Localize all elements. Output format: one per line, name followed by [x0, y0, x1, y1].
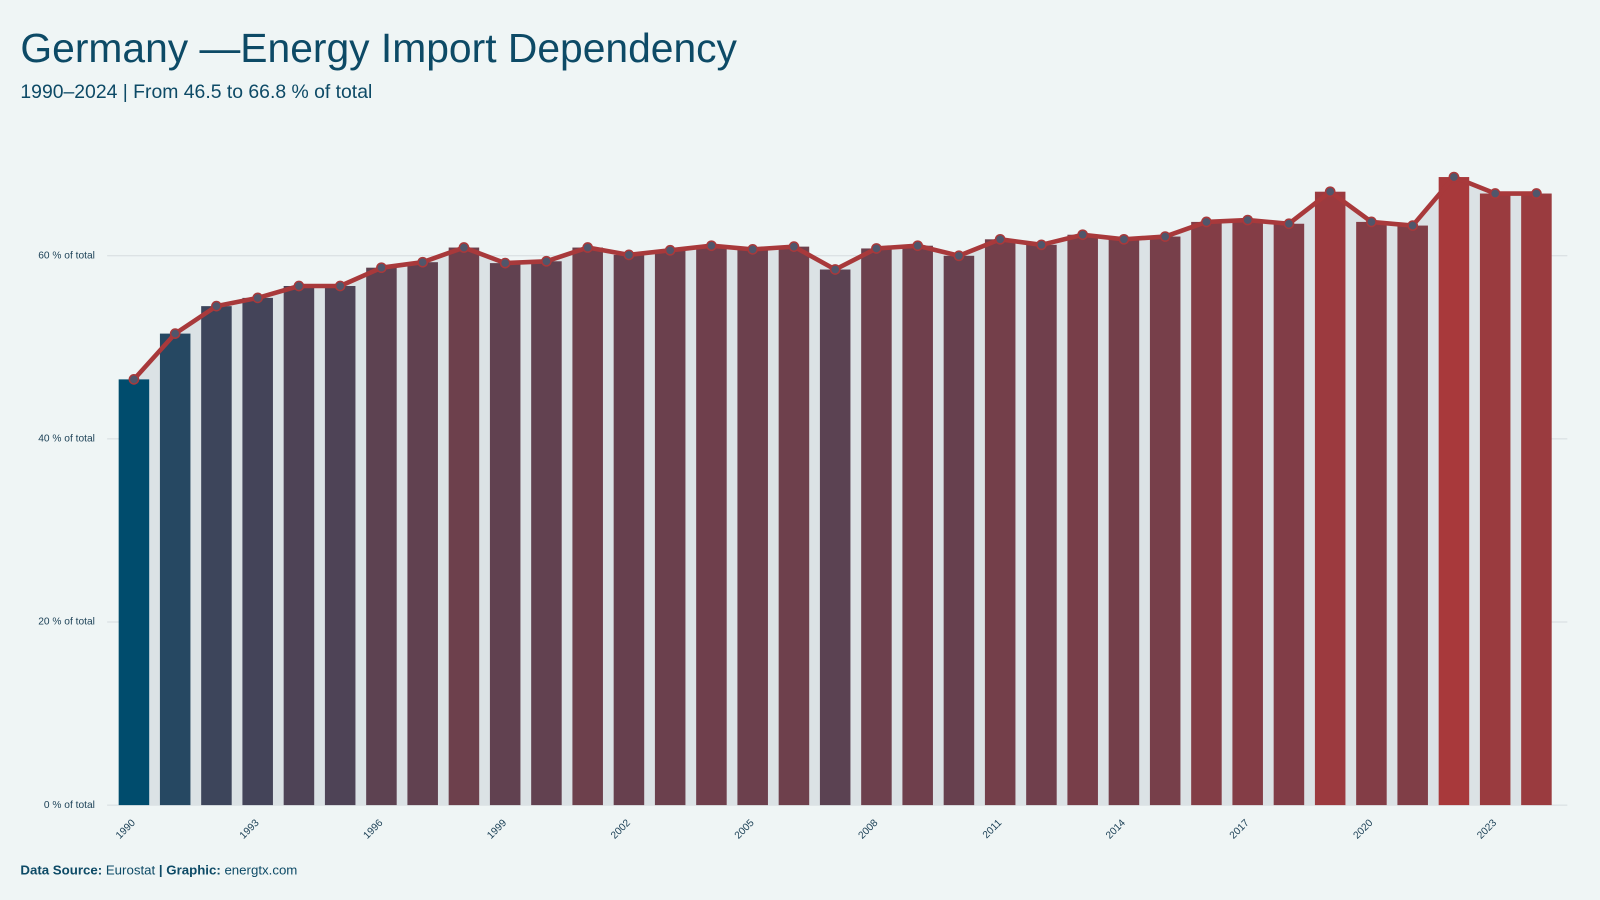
- marker: [1036, 239, 1047, 251]
- bar: [613, 254, 645, 806]
- marker: [169, 328, 181, 339]
- marker: [1324, 186, 1336, 198]
- footer: Data Source: Eurostat | Graphic: energtx…: [20, 862, 297, 877]
- y-tick-label: 0 % of total: [44, 800, 95, 811]
- bar: [984, 239, 1016, 806]
- marker: [1531, 188, 1542, 199]
- marker: [829, 264, 841, 275]
- y-tick-label: 20 % of total: [38, 617, 95, 628]
- bar: [1026, 244, 1057, 806]
- marker: [706, 240, 717, 252]
- bar: [1356, 221, 1387, 806]
- marker: [417, 256, 429, 268]
- bar: [819, 269, 851, 806]
- marker: [1118, 233, 1130, 245]
- bar: [1479, 193, 1511, 806]
- marker: [1201, 216, 1212, 228]
- bar: [1149, 236, 1181, 806]
- marker: [1077, 229, 1089, 241]
- bar: [1273, 223, 1305, 806]
- bar: [283, 285, 315, 806]
- bar: [118, 379, 150, 806]
- bar: [1438, 177, 1470, 806]
- bar: [531, 261, 562, 806]
- bar: [572, 247, 603, 806]
- bar: [1397, 225, 1428, 806]
- source-label: Data Source:: [20, 862, 102, 877]
- source: Eurostat: [106, 862, 156, 877]
- bar: [366, 267, 397, 806]
- marker: [912, 240, 924, 252]
- chart-title: Germany —Energy Import Dependency: [20, 25, 737, 71]
- bar: [489, 263, 521, 806]
- bar: [242, 297, 273, 806]
- marker: [1407, 220, 1419, 231]
- marker: [871, 243, 882, 254]
- bar: [654, 250, 686, 806]
- chart-subtitle: 1990–2024 | From 46.5 to 66.8 % of total: [20, 81, 372, 103]
- marker: [1159, 231, 1171, 242]
- y-tick-label: 60 % of total: [38, 250, 95, 261]
- marker: [128, 374, 140, 385]
- bar: [1191, 221, 1222, 806]
- marker: [582, 242, 594, 253]
- bar: [1314, 191, 1346, 806]
- bar: [943, 255, 975, 806]
- marker: [1366, 216, 1377, 228]
- marker: [664, 244, 676, 256]
- marker: [376, 262, 387, 274]
- graphic: energtx.com: [224, 862, 297, 877]
- bar: [902, 245, 933, 806]
- y-tick-label: 40 % of total: [38, 434, 95, 445]
- bar: [324, 285, 356, 806]
- bar: [1232, 220, 1263, 806]
- bar: [1067, 234, 1098, 806]
- bar: [737, 249, 768, 806]
- bar: [159, 333, 191, 806]
- graphic-label: | Graphic:: [159, 862, 221, 877]
- marker: [788, 241, 800, 252]
- bar: [696, 245, 727, 806]
- marker: [499, 257, 511, 269]
- marker: [211, 300, 222, 312]
- marker: [747, 244, 759, 255]
- bar: [407, 262, 438, 806]
- marker: [1448, 171, 1460, 183]
- marker: [623, 249, 635, 261]
- marker: [541, 255, 552, 267]
- marker: [1489, 188, 1501, 199]
- marker: [953, 250, 965, 262]
- bar: [1108, 239, 1140, 806]
- bar: [448, 247, 480, 806]
- bar: [861, 248, 892, 806]
- marker: [334, 280, 346, 292]
- marker: [1242, 214, 1254, 226]
- bar: [201, 306, 232, 806]
- bar: [778, 246, 810, 806]
- marker: [458, 242, 470, 253]
- marker: [994, 233, 1006, 245]
- bar: [1521, 193, 1552, 806]
- marker: [252, 292, 264, 304]
- marker: [293, 280, 305, 292]
- marker: [1283, 218, 1295, 230]
